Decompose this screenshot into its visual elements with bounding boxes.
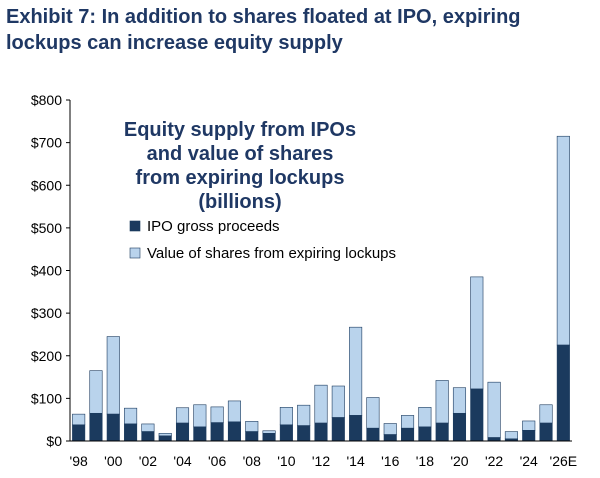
bar-ipo-proceeds	[349, 415, 363, 442]
y-axis: $0 $100 $200 $300 $400 $500 $600 $700 $800	[31, 92, 71, 449]
y-tick-label: $800	[31, 92, 62, 108]
bar-ipo-proceeds	[72, 424, 86, 442]
bar-lockup-value	[89, 370, 103, 414]
bar-ipo-proceeds	[366, 427, 380, 442]
exhibit-title: Exhibit 7: In addition to shares floated…	[6, 6, 521, 54]
x-tick-label: '20	[450, 453, 468, 469]
bar-lockup-value	[124, 407, 138, 425]
bar-lockup-value	[279, 407, 293, 426]
legend-swatch	[129, 220, 141, 232]
bar-ipo-proceeds	[279, 424, 293, 442]
bar-lockup-value	[245, 421, 259, 432]
bar-lockup-value	[435, 380, 449, 424]
bar-lockup-value	[539, 404, 553, 424]
bar-ipo-proceeds	[262, 433, 276, 442]
bar-ipo-proceeds	[401, 427, 415, 442]
bar-ipo-proceeds	[470, 388, 484, 442]
y-tick-label: $600	[31, 177, 62, 193]
legend-label: Value of shares from expiring lockups	[147, 245, 396, 262]
bar-lockup-value	[175, 407, 190, 424]
bar-ipo-proceeds	[522, 430, 536, 442]
x-tick-label: '16	[381, 453, 399, 469]
x-tick-label: '08	[243, 453, 261, 469]
bar-lockup-value	[331, 385, 345, 418]
bar-lockup-value	[106, 336, 120, 415]
bar-ipo-proceeds	[435, 422, 449, 442]
y-tick-label: $400	[31, 263, 62, 279]
x-tick-label: '14	[346, 453, 364, 469]
x-tick-label: '26E	[550, 453, 578, 469]
bar-ipo-proceeds	[193, 426, 207, 442]
chart-legend: IPO gross proceeds Value of shares from e…	[129, 218, 396, 262]
bar-lockup-value	[141, 423, 155, 432]
bar-lockup-value	[504, 431, 518, 440]
y-tick-label: $300	[31, 305, 62, 321]
y-tick-label: $200	[31, 348, 62, 364]
y-tick-label: $0	[46, 433, 62, 449]
x-tick-label: '22	[485, 453, 503, 469]
bar-lockup-value	[487, 381, 501, 438]
bar-ipo-proceeds	[314, 422, 328, 442]
bar-lockup-value	[158, 433, 172, 437]
bar-lockup-value	[72, 413, 86, 426]
y-tick-label: $100	[31, 390, 62, 406]
x-tick-label: '02	[139, 453, 157, 469]
bar-lockup-value	[452, 387, 467, 414]
x-tick-label: '12	[312, 453, 330, 469]
y-tick-label: $500	[31, 220, 62, 236]
bar-ipo-proceeds	[487, 437, 501, 442]
bar-ipo-proceeds	[383, 434, 397, 442]
bar-ipo-proceeds	[418, 426, 432, 442]
legend-swatch	[129, 247, 141, 259]
bar-ipo-proceeds	[175, 422, 190, 442]
bar-ipo-proceeds	[331, 417, 345, 442]
legend-label: IPO gross proceeds	[147, 218, 280, 235]
x-tick-label: '98	[70, 453, 88, 469]
bar-lockup-value	[366, 397, 380, 429]
bar-ipo-proceeds	[297, 425, 311, 442]
x-axis: '98 '00 '02 '04 '06 '08 '10 '12 '14 '16 '18 '20 '22 '…	[70, 440, 578, 469]
x-tick-label: '06	[208, 453, 226, 469]
bar-lockup-value	[556, 135, 570, 346]
chart-title-line: from expiring lockups	[136, 167, 345, 189]
x-tick-label: '04	[173, 453, 191, 469]
bar-ipo-proceeds	[106, 413, 120, 442]
bar-ipo-proceeds	[124, 423, 138, 442]
bar-lockup-value	[418, 407, 432, 428]
bar-lockup-value	[314, 384, 328, 424]
chart-title-line: (billions)	[198, 191, 281, 213]
bar-ipo-proceeds	[158, 435, 172, 442]
bar-lockup-value	[297, 404, 311, 426]
x-tick-label: '00	[104, 453, 122, 469]
bar-ipo-proceeds	[452, 412, 467, 442]
y-tick-label: $700	[31, 135, 62, 151]
bar-lockup-value	[470, 276, 484, 390]
bar-ipo-proceeds	[141, 431, 155, 442]
x-tick-label: '18	[416, 453, 434, 469]
bar-lockup-value	[210, 406, 224, 423]
bar-ipo-proceeds	[556, 344, 570, 442]
bar-ipo-proceeds	[227, 421, 241, 442]
chart-title-line: Equity supply from IPOs	[124, 119, 356, 141]
bar-lockup-value	[401, 415, 415, 429]
bar-ipo-proceeds	[89, 412, 103, 442]
bar-ipo-proceeds	[210, 422, 224, 442]
bar-lockup-value	[383, 423, 397, 435]
bar-series	[72, 135, 570, 442]
bar-lockup-value	[193, 404, 207, 428]
bar-lockup-value	[522, 420, 536, 431]
x-tick-label: '24	[520, 453, 538, 469]
bar-ipo-proceeds	[539, 422, 553, 442]
bar-lockup-value	[262, 430, 276, 434]
x-tick-label: '10	[277, 453, 295, 469]
bar-ipo-proceeds	[245, 431, 259, 442]
bar-lockup-value	[227, 400, 241, 423]
bar-lockup-value	[349, 326, 363, 416]
chart-title-line: and value of shares	[147, 143, 334, 165]
